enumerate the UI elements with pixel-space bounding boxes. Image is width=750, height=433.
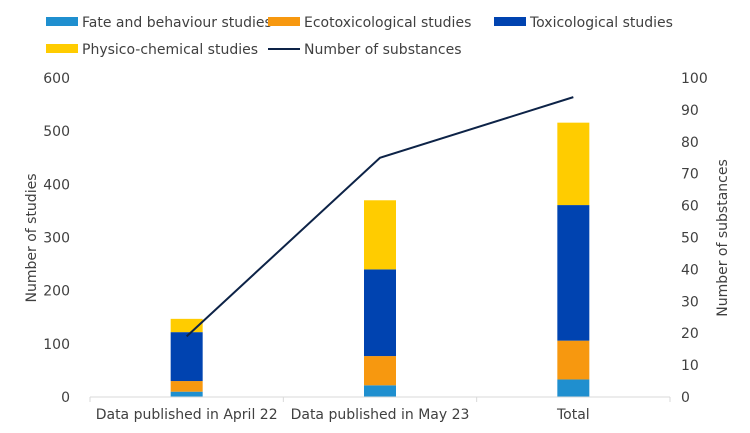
bar-segment (557, 379, 590, 397)
y-tick-label-right: 20 (681, 326, 699, 342)
y-tick-label-right: 10 (681, 358, 699, 374)
x-tick-label: Data published in April 22 (96, 407, 278, 423)
bars (170, 122, 590, 397)
legend: Fate and behaviour studies Ecotoxicologic… (46, 15, 673, 58)
bar-segment (364, 356, 396, 386)
legend-swatch (494, 17, 526, 26)
x-axis: Data published in April 22 Data published… (89, 396, 671, 423)
right-axis: 0 10 20 30 40 50 60 70 80 90 100 (681, 71, 708, 406)
bar-segment (557, 340, 590, 380)
legend-label: Toxicological studies (529, 15, 673, 31)
bar-segment (170, 381, 203, 392)
bar-segment (557, 205, 590, 341)
substances-line (185, 96, 574, 338)
y-tick-label-left: 0 (61, 390, 70, 406)
y-axis-title-right: Number of substances (715, 159, 731, 317)
y-tick-label-right: 80 (681, 135, 699, 151)
bar-segment (364, 200, 396, 270)
y-tick-label-left: 300 (43, 231, 70, 247)
bar-segment (364, 385, 396, 397)
y-tick-label-left: 200 (43, 284, 70, 300)
legend-label: Ecotoxicological studies (304, 15, 471, 31)
y-tick-label-right: 100 (681, 71, 708, 87)
y-tick-label-right: 30 (681, 294, 699, 310)
bar-segment (170, 391, 203, 397)
y-tick-label-right: 50 (681, 231, 699, 247)
legend-label: Fate and behaviour studies (82, 15, 272, 31)
legend-label: Physico-chemical studies (82, 42, 258, 58)
x-tick-label: Total (556, 407, 590, 423)
y-tick-label-right: 60 (681, 199, 699, 215)
y-axis-title-left: Number of studies (24, 174, 40, 303)
y-tick-label-left: 500 (43, 124, 70, 140)
substances-line-layer (185, 96, 574, 338)
legend-swatch (46, 44, 78, 53)
bar-segment (170, 332, 203, 382)
y-tick-label-right: 40 (681, 262, 699, 278)
y-tick-label-right: 90 (681, 103, 699, 119)
bar-segment (364, 269, 396, 357)
legend-label: Number of substances (304, 42, 462, 58)
left-axis: 0 100 200 300 400 500 600 (43, 71, 70, 406)
y-tick-label-right: 0 (681, 390, 690, 406)
legend-swatch (46, 17, 78, 26)
y-tick-label-right: 70 (681, 167, 699, 183)
x-tick-label: Data published in May 23 (291, 407, 470, 423)
y-tick-label-left: 600 (43, 71, 70, 87)
legend-swatch (268, 17, 300, 26)
y-tick-label-left: 100 (43, 337, 70, 353)
y-tick-label-left: 400 (43, 177, 70, 193)
bar-segment (557, 122, 590, 206)
